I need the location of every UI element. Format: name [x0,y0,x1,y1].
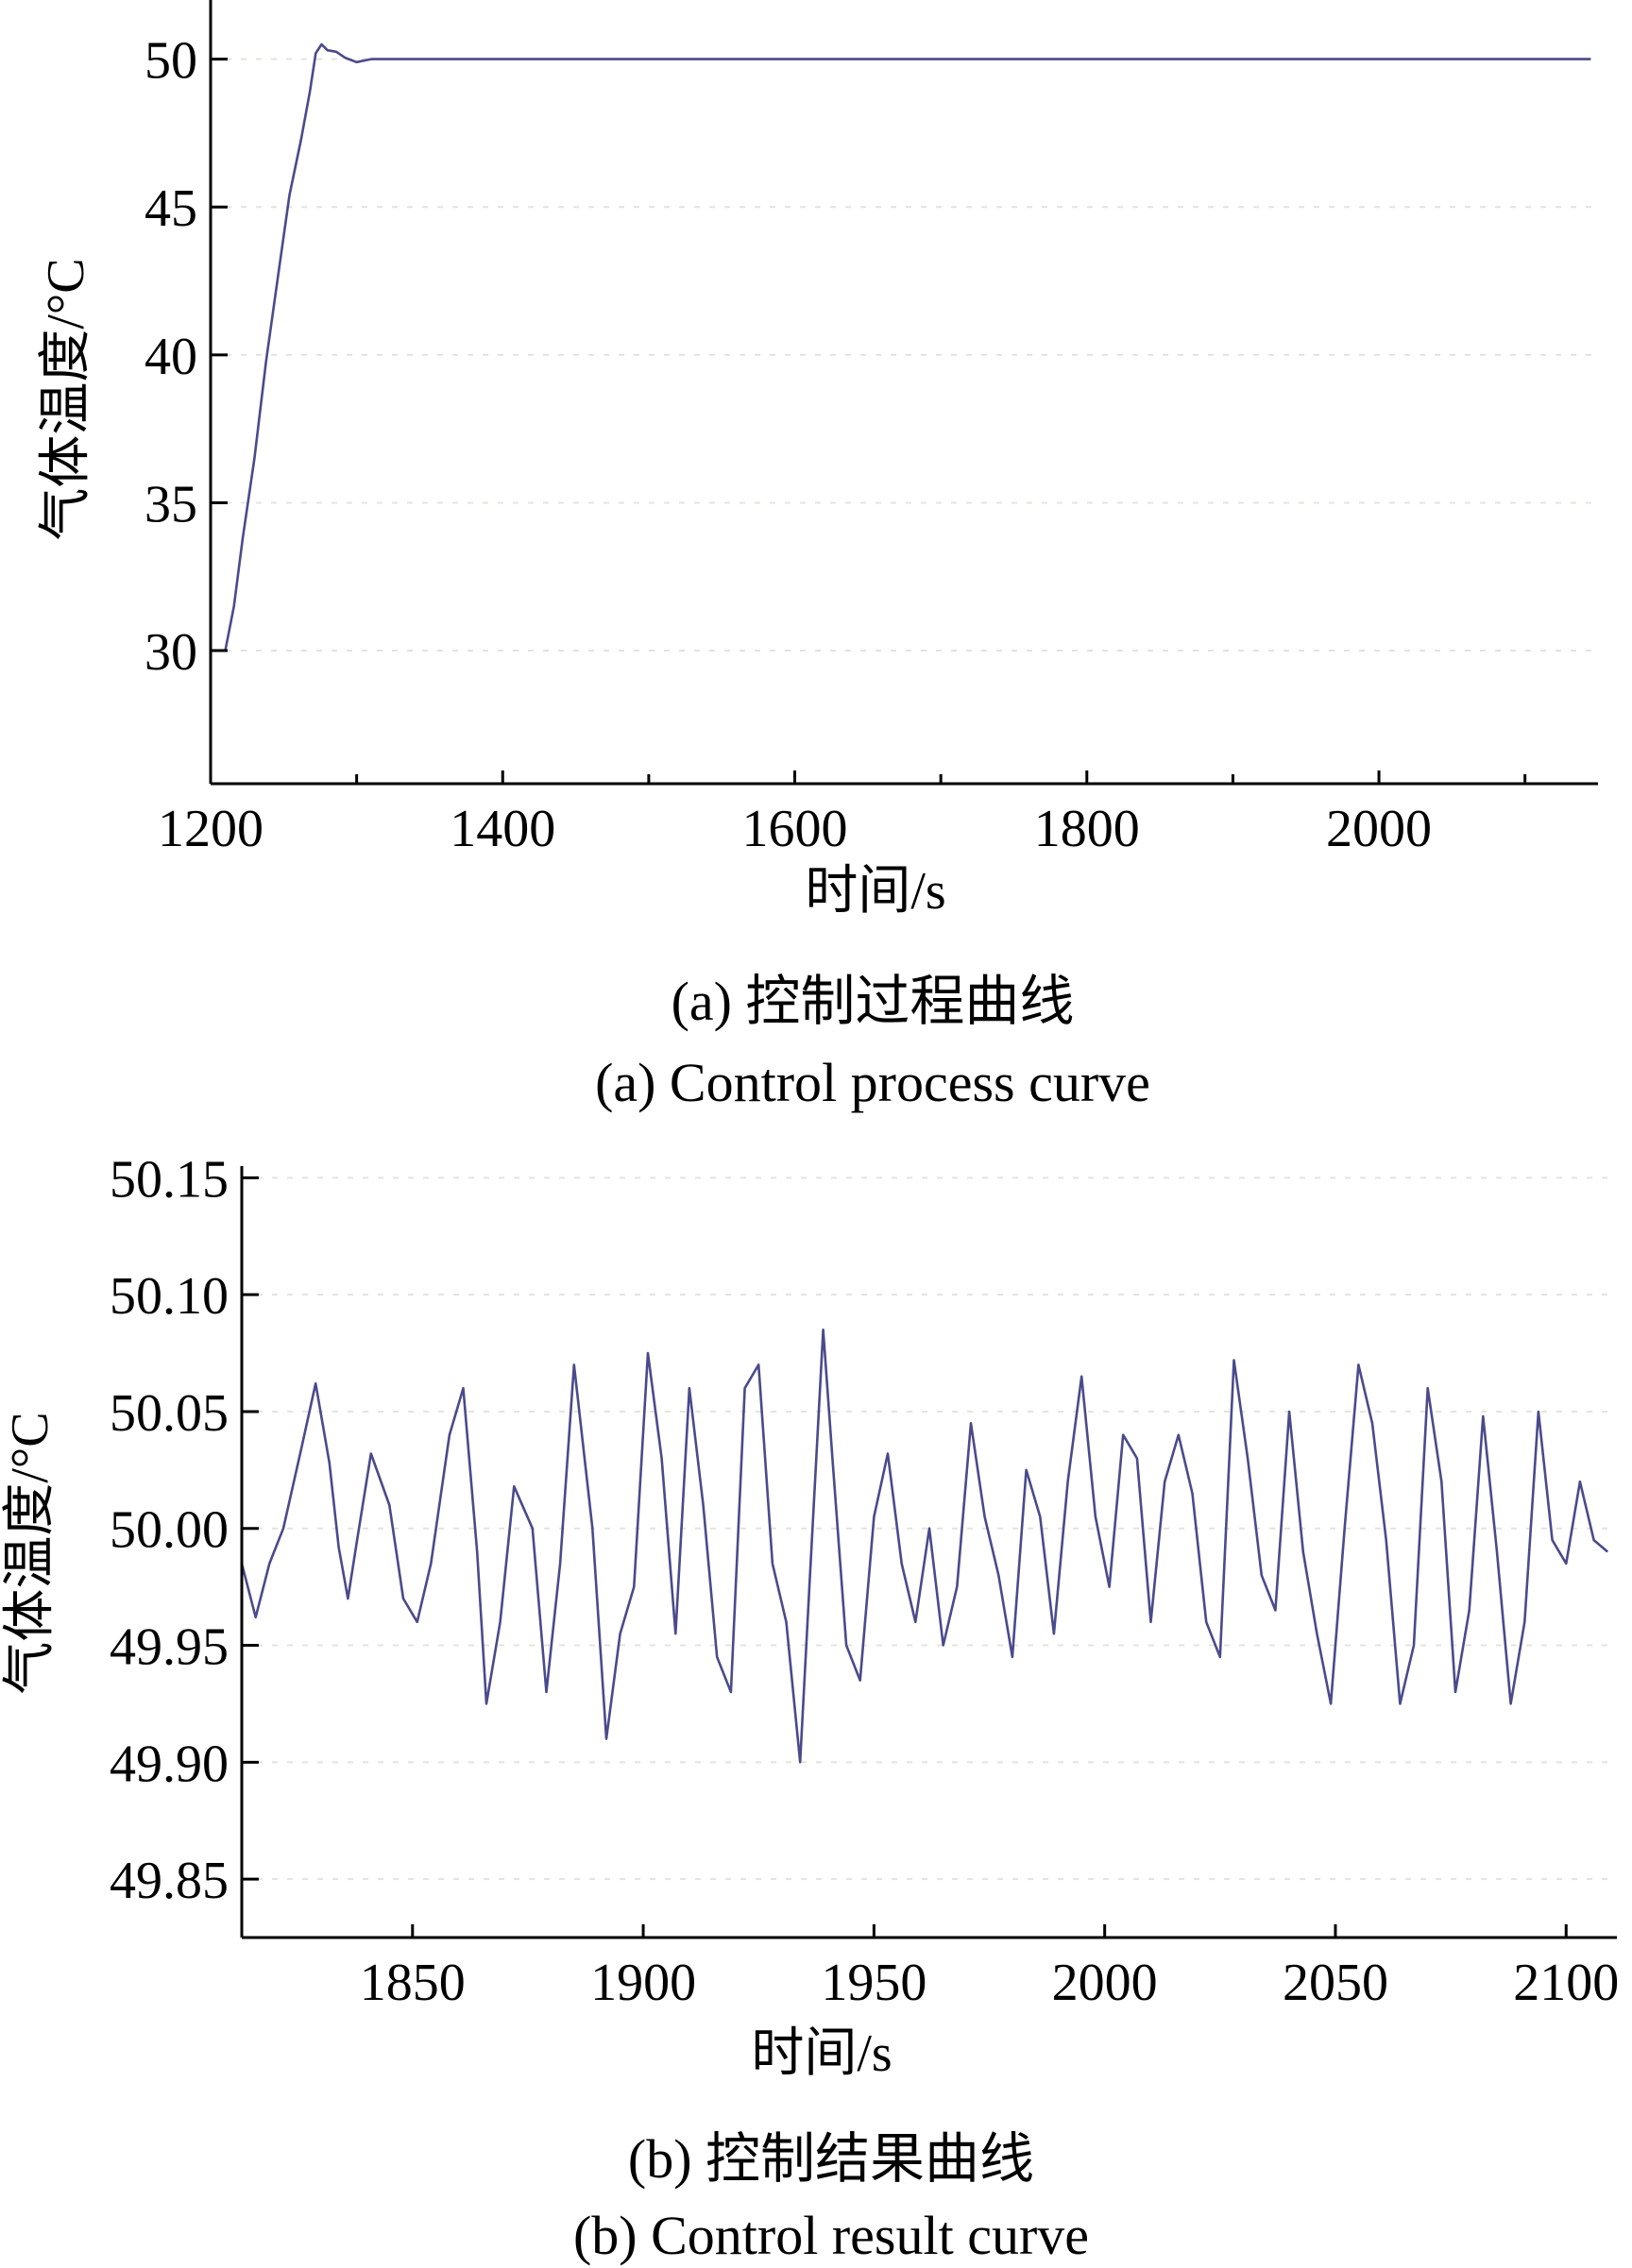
chart-a-tick-labels: 30 35 40 45 50 1200 1400 1600 1800 2000 [144,32,1432,858]
chart-a-ticks [209,58,1527,784]
y-tick-label: 50.15 [110,1150,229,1209]
x-tick-label: 2000 [1052,1954,1158,2012]
y-tick-label: 50.00 [110,1501,229,1560]
x-tick-label: 2000 [1326,800,1432,858]
y-tick-label: 30 [144,623,197,682]
chart-b-tick-labels: 49.85 49.90 49.95 50.00 50.05 50.10 50.15 1850 1… [110,1150,1619,2012]
chart-b: 49.85 49.90 49.95 50.00 50.05 50.10 50.15 1850 1… [1,1150,1619,2266]
chart-a-series-line [224,42,1591,652]
x-tick-label: 2100 [1513,1954,1619,2012]
chart-b-ylabel: 气体温度/°C [1,1412,60,1694]
chart-b-series-line [240,1329,1609,1764]
chart-b-caption-en: (b) Control result curve [573,2205,1089,2266]
y-tick-label: 49.90 [110,1735,229,1793]
y-tick-label: 50.10 [110,1267,229,1326]
chart-b-caption-cn: (b) 控制结果曲线 [628,2128,1034,2190]
y-tick-label: 50 [144,32,197,91]
x-tick-label: 1850 [360,1954,466,2012]
chart-a-xlabel: 时间/s [805,862,945,921]
x-tick-label: 1200 [158,800,264,858]
chart-a-ylabel: 气体温度/°C [37,258,95,540]
y-tick-label: 40 [144,328,197,386]
y-tick-label: 35 [144,475,197,533]
chart-a-gridlines [211,58,1598,652]
chart-a-caption-en: (a) Control process curve [595,1052,1150,1113]
x-tick-label: 1900 [590,1954,696,2012]
x-tick-label: 1400 [450,800,555,858]
x-tick-label: 1800 [1034,800,1140,858]
chart-b-ticks [242,1176,1568,1938]
y-tick-label: 49.85 [110,1852,229,1910]
chart-a: 30 35 40 45 50 1200 1400 1600 1800 2000 时间/s 气体温度… [37,0,1598,1113]
chart-b-xlabel: 时间/s [751,2024,892,2083]
x-tick-label: 1950 [821,1954,926,2012]
y-tick-label: 50.05 [110,1384,229,1443]
y-tick-label: 45 [144,179,197,238]
chart-a-caption-cn: (a) 控制过程曲线 [672,971,1075,1032]
x-tick-label: 2050 [1283,1954,1388,2012]
chart-b-gridlines [242,1176,1617,1881]
x-tick-label: 1600 [742,800,848,858]
y-tick-label: 49.95 [110,1618,229,1677]
